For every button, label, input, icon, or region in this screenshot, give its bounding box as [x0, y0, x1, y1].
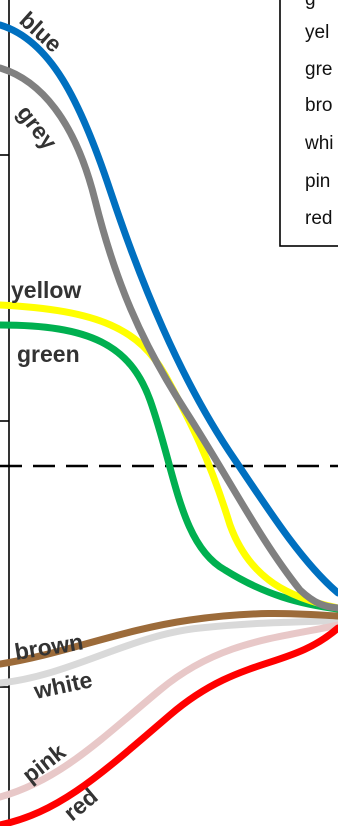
wire-label-green: green — [17, 341, 80, 367]
wire-white — [0, 616, 338, 687]
legend-item: gre — [305, 59, 332, 80]
wire-blue — [0, 21, 338, 597]
wire-label-red: red — [59, 783, 103, 826]
wire-grey — [0, 64, 338, 612]
wire-red — [0, 624, 338, 826]
wire-yellow — [0, 301, 338, 612]
wire-label-brown: brown — [13, 628, 85, 664]
legend: g yel gre bro whi pin red — [279, 0, 338, 247]
wire-label-yellow: yellow — [11, 277, 81, 303]
legend-item: pin — [305, 171, 330, 192]
wire-green — [0, 321, 338, 613]
wire-pink — [0, 621, 338, 801]
legend-item: bro — [305, 95, 332, 116]
legend-item: g — [305, 0, 316, 10]
legend-item: red — [305, 208, 332, 229]
wire-brown — [0, 610, 338, 668]
legend-box — [279, 0, 338, 247]
wire-group — [0, 21, 338, 826]
legend-item: yel — [305, 22, 329, 43]
legend-item: whi — [304, 133, 334, 154]
